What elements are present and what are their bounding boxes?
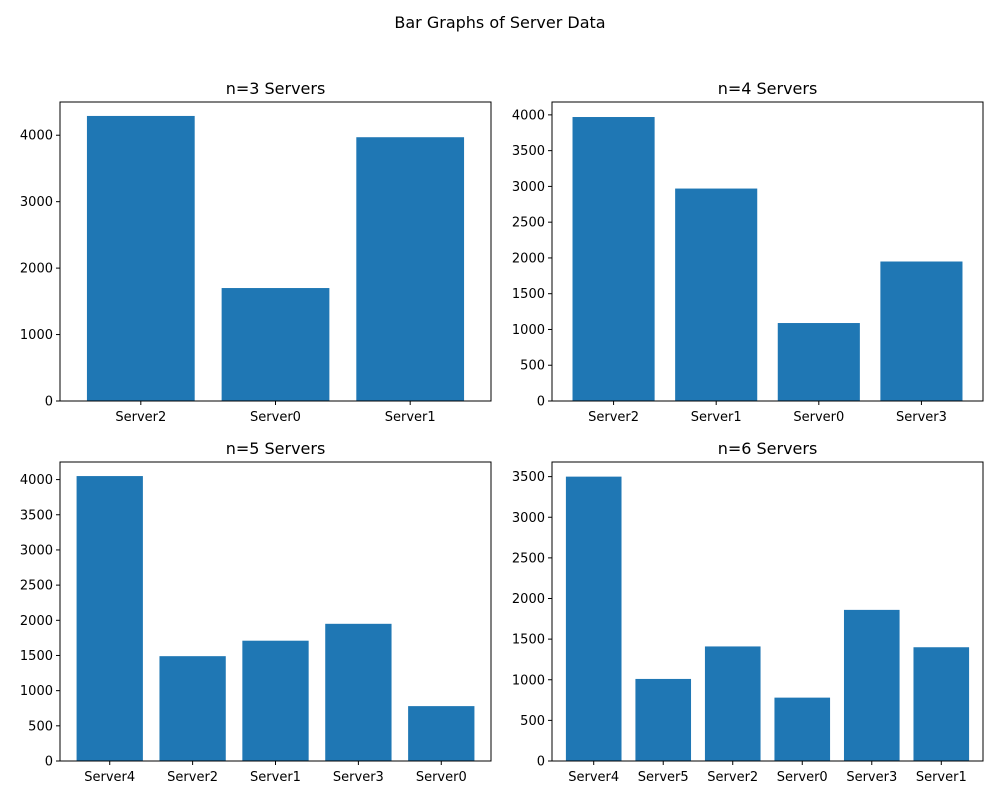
x-tick-label: Server3 [896, 410, 947, 425]
y-tick-label: 3000 [512, 511, 545, 526]
axes-frame [59, 101, 492, 402]
bar-Server3 [843, 609, 900, 762]
y-tick-label: 500 [520, 714, 545, 729]
x-tick-label: Server0 [416, 770, 467, 785]
bar-Server1 [913, 647, 970, 761]
y-tick-label: 1000 [512, 673, 545, 688]
y-tick-label: 2000 [512, 251, 545, 266]
bar-Server1 [242, 640, 309, 761]
chart-panel-1: Server2 Server1 Server0 Server3 0 500 1000 1500… [512, 79, 984, 425]
y-tick-label: 3000 [20, 195, 53, 210]
x-tick-label: Server4 [568, 770, 619, 785]
y-tick-label: 2500 [20, 579, 53, 594]
x-tick-label: Server1 [250, 770, 301, 785]
bar-Server3 [325, 623, 392, 761]
figure-title: Bar Graphs of Server Data [394, 13, 606, 32]
x-tick-label: Server0 [793, 410, 844, 425]
x-tick-label: Server1 [385, 410, 436, 425]
bar-Server1 [356, 137, 465, 401]
y-tick-label: 1000 [20, 328, 53, 343]
chart-title: n=3 Servers [226, 79, 326, 98]
bar-Server0 [777, 323, 860, 401]
x-tick-label: Server2 [167, 770, 218, 785]
y-tick-label: 0 [45, 755, 53, 770]
y-tick-label: 500 [28, 719, 53, 734]
y-tick-label: 0 [537, 395, 545, 410]
x-tick-label: Server0 [777, 770, 828, 785]
x-tick-label: Server4 [84, 770, 135, 785]
y-tick-label: 1500 [20, 649, 53, 664]
axes-frame [551, 461, 984, 762]
bar-Server2 [572, 117, 655, 402]
y-tick-label: 4000 [20, 129, 53, 144]
x-tick-label: Server1 [691, 410, 742, 425]
chart-title: n=5 Servers [226, 439, 326, 458]
bar-Server0 [408, 706, 475, 761]
x-tick-label: Server2 [115, 410, 166, 425]
x-tick-label: Server5 [638, 770, 689, 785]
y-tick-label: 1500 [512, 287, 545, 302]
y-tick-label: 3500 [512, 470, 545, 485]
axes-frame [551, 101, 984, 402]
bar-Server4 [76, 476, 143, 761]
y-tick-label: 2000 [512, 592, 545, 607]
y-tick-label: 3500 [512, 144, 545, 159]
y-tick-label: 4000 [20, 473, 53, 488]
chart-title: n=4 Servers [718, 79, 818, 98]
y-tick-label: 1000 [512, 323, 545, 338]
x-tick-label: Server2 [707, 770, 758, 785]
y-tick-label: 4000 [512, 108, 545, 123]
bar-Server5 [635, 678, 692, 761]
y-tick-label: 2000 [20, 262, 53, 277]
y-tick-label: 1000 [20, 684, 53, 699]
y-tick-label: 3500 [20, 508, 53, 523]
chart-panel-2: Server4 Server2 Server1 Server3 Server0 0 500 1… [20, 439, 492, 785]
y-tick-label: 2000 [20, 614, 53, 629]
x-tick-label: Server1 [916, 770, 967, 785]
bar-Server4 [565, 476, 622, 762]
x-tick-label: Server3 [333, 770, 384, 785]
bar-Server0 [774, 697, 831, 762]
y-tick-label: 2500 [512, 551, 545, 566]
bar-Server1 [675, 188, 758, 401]
chart-panel-3: Server4 Server5 Server2 Server0 Server3 Serve… [512, 439, 984, 785]
axes-frame [59, 461, 492, 762]
y-tick-label: 3000 [20, 543, 53, 558]
bar-Server3 [880, 261, 963, 401]
x-tick-label: Server2 [588, 410, 639, 425]
x-tick-label: Server3 [846, 770, 897, 785]
x-tick-label: Server0 [250, 410, 301, 425]
chart-title: n=6 Servers [718, 439, 818, 458]
y-tick-label: 500 [520, 359, 545, 374]
y-tick-label: 1500 [512, 633, 545, 648]
y-tick-label: 3000 [512, 180, 545, 195]
bar-Server0 [221, 288, 330, 401]
y-tick-label: 0 [537, 755, 545, 770]
y-tick-label: 2500 [512, 216, 545, 231]
bar-Server2 [86, 115, 195, 401]
bar-Server2 [704, 646, 761, 761]
y-tick-label: 0 [45, 395, 53, 410]
chart-panel-0: Server2 Server0 Server1 0 1000 2000 3000 4000 n=… [20, 79, 492, 425]
bar-Server2 [159, 656, 226, 761]
